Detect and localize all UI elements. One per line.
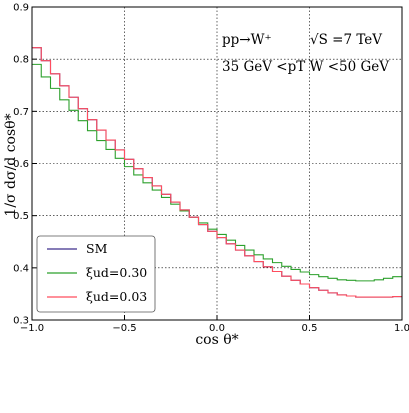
- ticks: −1.0 −0.5 0.0 0.5 1.0 0.3 0.4 0.5 0.6 0.7 0.8 0.9: [13, 3, 409, 335]
- legend-box: [36, 235, 156, 313]
- y-tick-label: 0.5: [13, 211, 29, 222]
- series-layer: [32, 47, 402, 298]
- legend: SM ξud=0.30 ξud=0.03: [36, 235, 156, 313]
- y-tick-label: 0.6: [13, 159, 29, 170]
- x-tick-label: 1.0: [394, 323, 409, 334]
- x-tick-label: 0.5: [302, 323, 318, 334]
- y-tick-label: 0.3: [13, 316, 29, 327]
- x-tick-label: −1.0: [20, 323, 44, 334]
- legend-label-sm: SM: [86, 241, 108, 256]
- legend-label-xi-003: ξud=0.03: [86, 289, 147, 304]
- x-tick-label: −0.5: [112, 323, 136, 334]
- x-axis-label: cos θ*: [195, 332, 238, 348]
- y-axis-label: 1/σ dσ/d cosθ*: [3, 113, 19, 216]
- annotation-process: pp→W⁺: [222, 32, 272, 48]
- annotation-cut: 35 GeV <pT W <50 GeV: [222, 59, 389, 75]
- legend-label-xi-030: ξud=0.30: [86, 265, 147, 280]
- y-tick-label: 0.8: [13, 55, 29, 66]
- series-xi-003: [32, 47, 402, 298]
- y-tick-label: 0.7: [13, 107, 29, 118]
- x-tick-label: 0.0: [209, 323, 225, 334]
- y-tick-label: 0.4: [13, 263, 29, 274]
- annotation-energy: √S =7 TeV: [310, 32, 382, 48]
- y-tick-label: 0.9: [13, 3, 29, 14]
